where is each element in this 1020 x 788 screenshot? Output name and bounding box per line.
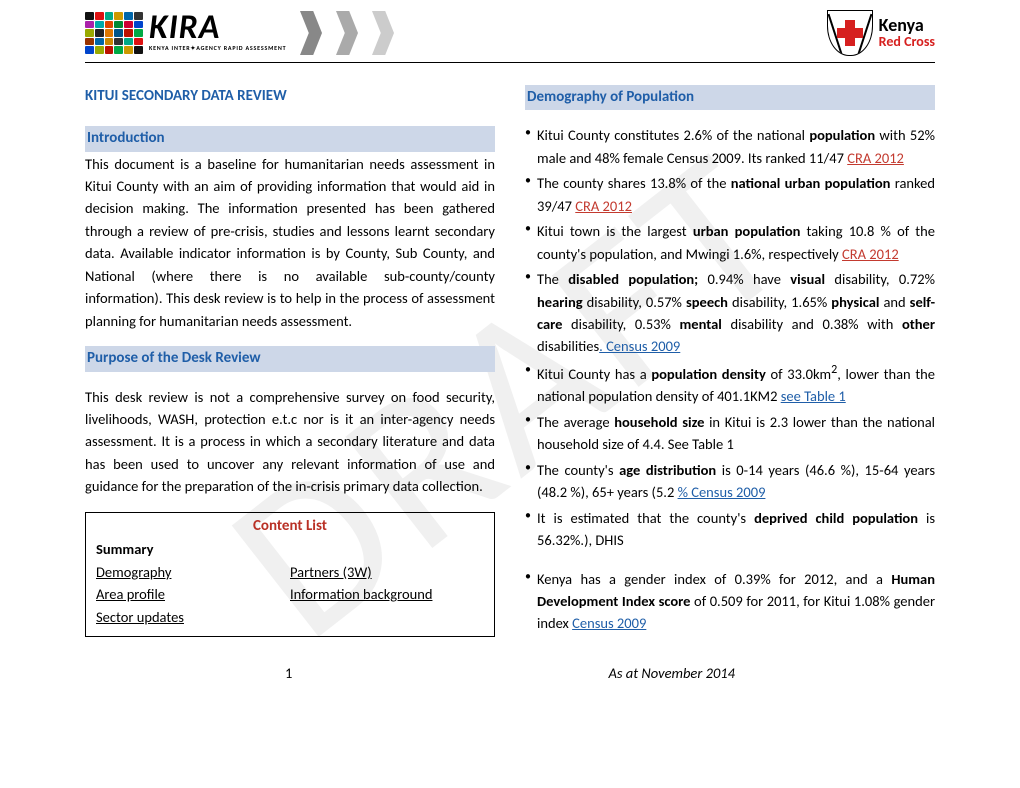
demography-head: Demography of Population: [525, 85, 935, 110]
kira-logo: KIRA KENYA INTER✦AGENCY RAPID ASSESSMENT: [85, 11, 394, 55]
bullet-4: The disabled population; 0.94% have visu…: [525, 268, 935, 358]
krc-text: Kenya Red Cross: [879, 16, 935, 50]
link-cra-2012-2[interactable]: CRA 2012: [575, 197, 632, 215]
purpose-body: This desk review is not a comprehensive …: [85, 386, 495, 498]
purpose-head: Purpose of the Desk Review: [85, 346, 495, 371]
link-census-2009-2[interactable]: % Census 2009: [678, 483, 766, 501]
bullet-6: The average household size in Kitui is 2…: [525, 411, 935, 456]
left-column: KITUI SECONDARY DATA REVIEW Introduction…: [85, 85, 495, 638]
intro-head: Introduction: [85, 126, 495, 151]
link-partners[interactable]: Partners (3W): [290, 561, 372, 583]
krc-line2: Red Cross: [879, 35, 935, 50]
link-cra-2012-3[interactable]: CRA 2012: [842, 245, 899, 263]
bullet-2: The county shares 13.8% of the national …: [525, 172, 935, 217]
link-area-profile[interactable]: Area profile: [96, 583, 165, 605]
link-info-bg[interactable]: Information background: [290, 583, 432, 605]
link-sector-updates[interactable]: Sector updates: [96, 606, 184, 628]
link-census-2009-1[interactable]: . Census 2009: [599, 337, 680, 355]
content-list-box: Content List Summary Demography Area pro…: [85, 512, 495, 637]
columns: KITUI SECONDARY DATA REVIEW Introduction…: [85, 85, 935, 638]
link-cra-2012-1[interactable]: CRA 2012: [847, 149, 904, 167]
bullet-7: The county's age distribution is 0-14 ye…: [525, 459, 935, 504]
content-list-col1: Summary Demography Area profile Sector u…: [96, 538, 290, 628]
link-census-2009-3[interactable]: Census 2009: [572, 614, 646, 632]
content-list-title: Content List: [86, 513, 494, 538]
content-list-body: Summary Demography Area profile Sector u…: [86, 538, 494, 636]
intro-body: This document is a baseline for humanita…: [85, 153, 495, 333]
kira-sub: KENYA INTER✦AGENCY RAPID ASSESSMENT: [149, 44, 286, 53]
link-table-1[interactable]: see Table 1: [781, 387, 846, 405]
kira-text: KIRA KENYA INTER✦AGENCY RAPID ASSESSMENT: [149, 13, 286, 53]
krc-shield-icon: [827, 10, 873, 56]
header: KIRA KENYA INTER✦AGENCY RAPID ASSESSMENT…: [85, 10, 935, 63]
link-demography[interactable]: Demography: [96, 561, 171, 583]
bullet-1: Kitui County constitutes 2.6% of the nat…: [525, 124, 935, 169]
right-column: Demography of Population Kitui County co…: [525, 85, 935, 638]
page-number: 1: [285, 662, 292, 684]
bullet-3: Kitui town is the largest urban populati…: [525, 220, 935, 265]
page: KIRA KENYA INTER✦AGENCY RAPID ASSESSMENT…: [0, 0, 1020, 684]
content-list-col2: Partners (3W) Information background: [290, 538, 484, 628]
demography-bullets: Kitui County constitutes 2.6% of the nat…: [525, 124, 935, 635]
bullet-9: Kenya has a gender index of 0.39% for 20…: [525, 568, 935, 635]
kira-name: KIRA: [149, 13, 286, 44]
kira-blocks-icon: [85, 12, 143, 54]
krc-logo: Kenya Red Cross: [827, 10, 935, 56]
bullet-8: It is estimated that the county's depriv…: [525, 507, 935, 552]
as-of-date: As at November 2014: [608, 662, 735, 684]
doc-title: KITUI SECONDARY DATA REVIEW: [85, 85, 495, 108]
chevrons-icon: [300, 11, 394, 55]
bullet-5: Kitui County has a population density of…: [525, 361, 935, 408]
red-cross-icon: [837, 20, 863, 46]
summary-label: Summary: [96, 538, 290, 560]
footer: 1 As at November 2014: [85, 662, 935, 684]
